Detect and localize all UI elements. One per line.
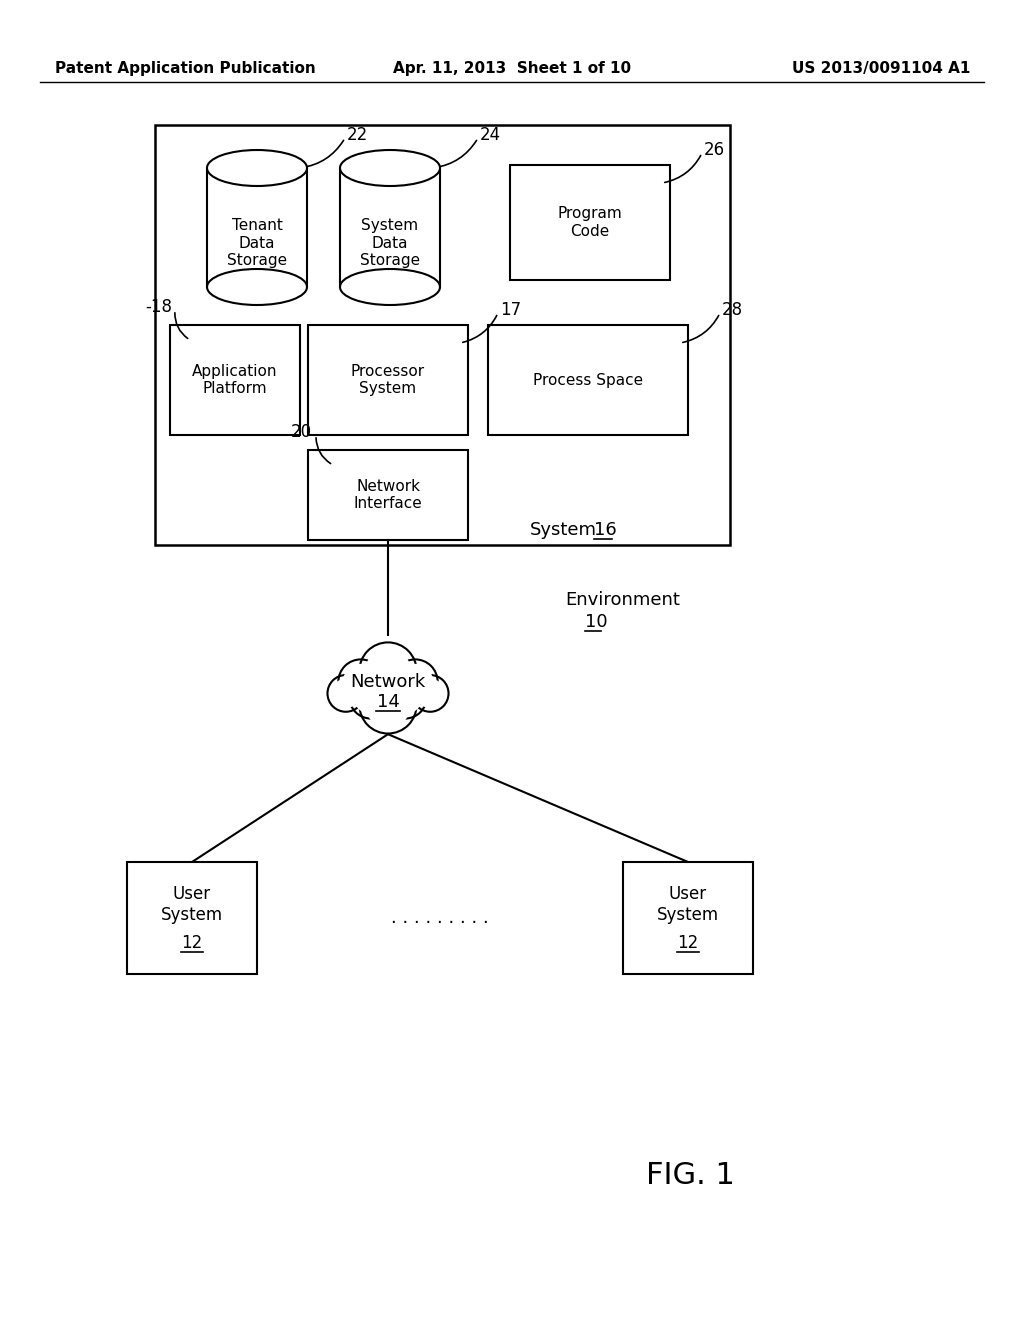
Circle shape	[353, 680, 388, 714]
Text: System
Data
Storage: System Data Storage	[360, 218, 420, 268]
Circle shape	[366, 682, 411, 727]
Circle shape	[397, 664, 433, 700]
Circle shape	[328, 675, 365, 711]
Text: 12: 12	[677, 933, 698, 952]
Circle shape	[338, 660, 383, 705]
Text: Tenant
Data
Storage: Tenant Data Storage	[227, 218, 287, 268]
Bar	[207, 168, 307, 286]
Circle shape	[383, 675, 427, 718]
Text: 24: 24	[480, 125, 501, 144]
Text: Network: Network	[350, 673, 426, 690]
Text: User
System: User System	[161, 886, 223, 924]
Text: 20: 20	[291, 422, 312, 441]
Bar	[623, 862, 753, 974]
Circle shape	[331, 678, 360, 708]
Text: Patent Application Publication: Patent Application Publication	[55, 61, 315, 75]
Text: System: System	[530, 521, 597, 539]
Ellipse shape	[207, 150, 307, 186]
Text: Program
Code: Program Code	[558, 206, 623, 239]
Text: Environment: Environment	[565, 591, 680, 609]
Ellipse shape	[207, 269, 307, 305]
Text: US 2013/0091104 A1: US 2013/0091104 A1	[792, 61, 970, 75]
Text: FIG. 1: FIG. 1	[645, 1160, 734, 1189]
Text: Processor
System: Processor System	[351, 364, 425, 396]
Text: 26: 26	[705, 141, 725, 158]
Ellipse shape	[207, 150, 307, 186]
Bar	[308, 450, 468, 540]
Circle shape	[416, 678, 444, 708]
Circle shape	[359, 676, 417, 734]
Text: Process Space: Process Space	[532, 372, 643, 388]
Text: Apr. 11, 2013  Sheet 1 of 10: Apr. 11, 2013 Sheet 1 of 10	[393, 61, 631, 75]
Circle shape	[388, 680, 423, 714]
Text: -18: -18	[145, 298, 172, 315]
Circle shape	[359, 643, 417, 700]
Circle shape	[393, 660, 437, 705]
Text: Network
Interface: Network Interface	[353, 479, 422, 511]
Bar	[127, 862, 257, 974]
Circle shape	[366, 648, 411, 694]
Circle shape	[412, 675, 449, 711]
Ellipse shape	[340, 269, 440, 305]
Text: 12: 12	[181, 933, 203, 952]
Circle shape	[349, 675, 393, 718]
Text: 28: 28	[722, 301, 743, 319]
Ellipse shape	[340, 150, 440, 186]
Circle shape	[343, 664, 379, 700]
Text: Application
Platform: Application Platform	[193, 364, 278, 396]
Text: 14: 14	[377, 693, 399, 711]
Bar	[170, 325, 300, 436]
Bar	[308, 325, 468, 436]
Bar	[340, 168, 440, 286]
Text: 17: 17	[500, 301, 521, 319]
Text: . . . . . . . . .: . . . . . . . . .	[391, 909, 488, 927]
Bar	[510, 165, 670, 280]
Text: 22: 22	[347, 125, 369, 144]
Text: 10: 10	[585, 612, 607, 631]
Bar	[155, 125, 730, 545]
Text: User
System: User System	[657, 886, 719, 924]
Text: 16: 16	[594, 521, 616, 539]
Ellipse shape	[340, 150, 440, 186]
Bar	[488, 325, 688, 436]
